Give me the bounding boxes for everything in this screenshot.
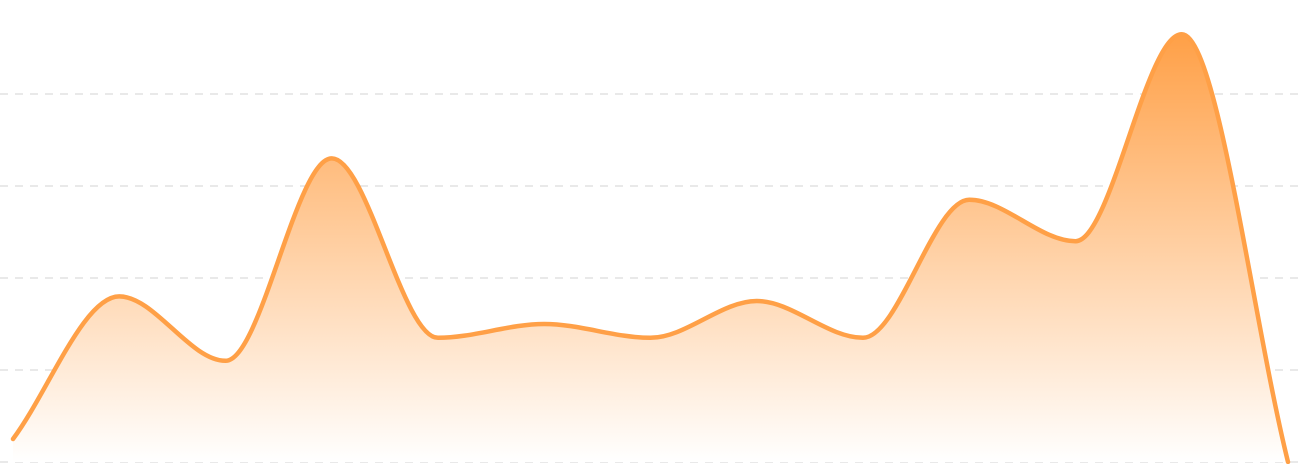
data-point-10	[1073, 238, 1079, 244]
data-point-3	[329, 155, 335, 161]
data-point-1	[116, 293, 122, 299]
data-point-0	[10, 436, 16, 442]
data-point-8	[860, 335, 866, 341]
data-point-5	[541, 321, 547, 327]
data-point-7	[754, 298, 760, 304]
data-point-2	[223, 358, 229, 364]
data-point-9	[966, 197, 972, 203]
series-area-fill	[13, 34, 1288, 462]
data-point-4	[435, 335, 441, 341]
data-point-6	[648, 335, 654, 341]
series-line	[10, 31, 1291, 464]
series-layer	[10, 31, 1291, 464]
data-point-11	[1179, 31, 1185, 37]
